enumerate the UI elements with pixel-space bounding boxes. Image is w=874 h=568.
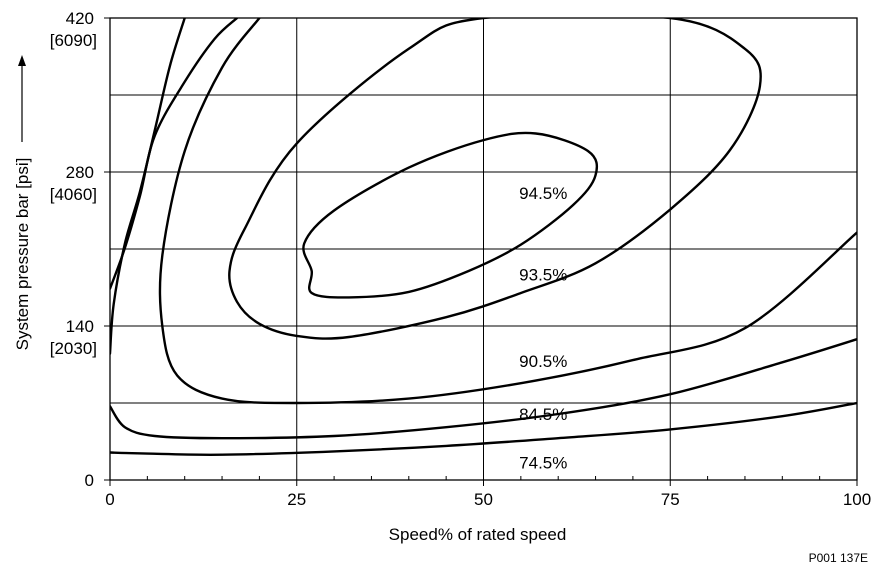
contour-curves: [110, 18, 857, 456]
y-tick-label: 140: [66, 317, 94, 336]
y-tick-sublabel: [4060]: [50, 185, 97, 204]
x-tick-label: 50: [474, 490, 493, 509]
x-tick-label: 0: [105, 490, 114, 509]
y-tick-sublabel: [6090]: [50, 31, 97, 50]
grid: [110, 18, 857, 480]
efficiency-contour-74-5: [110, 401, 857, 456]
contour-labels: 94.5% 93.5% 90.5% 84.5% 74.5%: [519, 184, 567, 473]
y-tick-label: 420: [66, 9, 94, 28]
x-tick-label: 75: [661, 490, 680, 509]
contour-label: 90.5%: [519, 352, 567, 371]
efficiency-contour-90-5: [158, 18, 857, 405]
axis-ticks: 0 25 50 75 100 0 140 [2030] 280 [4060] 420 [6090]: [50, 9, 871, 509]
efficiency-contour-unlabeled-6: [110, 18, 239, 290]
contour-label: 94.5%: [519, 184, 567, 203]
contour-label: 84.5%: [519, 405, 567, 424]
y-arrow-head: [18, 55, 26, 66]
efficiency-contour-94-5: [302, 131, 599, 299]
efficiency-contour-93-5: [228, 18, 762, 340]
x-axis-title: Speed% of rated speed: [389, 525, 567, 544]
contour-label: 93.5%: [519, 265, 567, 284]
efficiency-contour-unlabeled-5: [110, 18, 186, 355]
figure-code: P001 137E: [809, 551, 868, 565]
x-tick-label: 25: [287, 490, 306, 509]
efficiency-contour-84-5: [110, 338, 857, 440]
y-tick-label: 280: [66, 163, 94, 182]
y-axis-title: System pressure bar [psi]: [13, 158, 32, 351]
y-axis-arrow-icon: [18, 55, 26, 142]
y-tick-label: 0: [85, 471, 94, 490]
x-tick-label: 100: [843, 490, 871, 509]
y-tick-sublabel: [2030]: [50, 339, 97, 358]
contour-label: 74.5%: [519, 453, 567, 472]
